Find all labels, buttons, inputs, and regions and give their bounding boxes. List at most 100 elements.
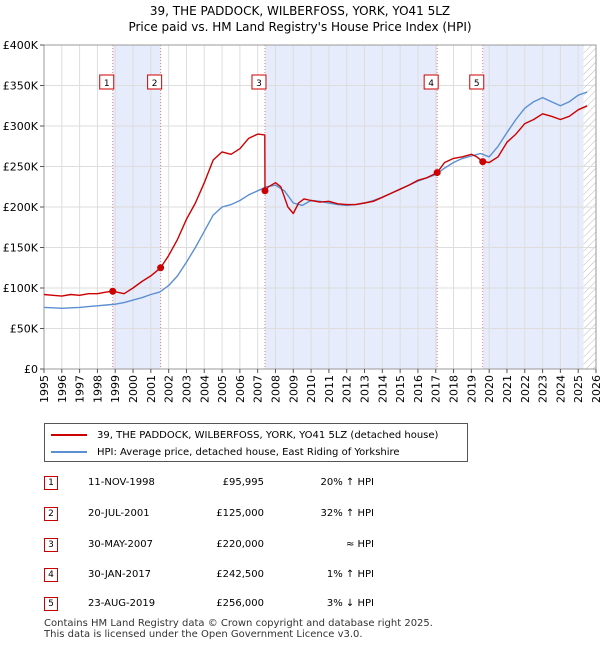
sale-price: £125,000 — [216, 508, 264, 519]
sale-number-badge: 4 — [44, 568, 58, 582]
sale-point — [261, 187, 269, 195]
x-tick-label: 2006 — [234, 375, 247, 403]
x-tick-label: 2020 — [483, 375, 496, 403]
y-axis: £0 £50K £100K £150K £200K £250K £300K £350K £400… — [3, 39, 44, 376]
x-tick-label: 2004 — [198, 375, 211, 403]
sale-price: £242,500 — [216, 569, 264, 580]
y-tick-label: £350K — [3, 80, 39, 93]
legend: 39, THE PADDOCK, WILBERFOSS, YORK, YO41 … — [44, 423, 468, 462]
sale-date: 30-JAN-2017 — [88, 569, 152, 580]
x-tick-label: 2014 — [376, 375, 389, 403]
x-tick-label: 2010 — [305, 375, 318, 403]
sale-label-number: 2 — [152, 79, 158, 89]
y-tick-label: £300K — [3, 120, 39, 133]
sale-points — [109, 158, 487, 295]
x-tick-label: 1999 — [109, 375, 122, 403]
x-tick-label: 2013 — [359, 375, 372, 403]
legend-label-hpi: HPI: Average price, detached house, East… — [97, 446, 400, 458]
chart-subtitle: Price paid vs. HM Land Registry's House … — [128, 20, 471, 34]
x-tick-label: 2005 — [216, 375, 229, 403]
sale-point — [433, 169, 441, 177]
sale-label-number: 3 — [256, 79, 262, 89]
x-tick-label: 2018 — [448, 375, 461, 403]
property-series-line — [44, 105, 588, 297]
y-tick-label: £400K — [3, 39, 39, 52]
sale-number-badge: 1 — [44, 476, 58, 490]
sale-price: £256,000 — [216, 598, 264, 609]
sale-price: £95,995 — [222, 477, 264, 488]
x-tick-label: 2012 — [341, 375, 354, 403]
sale-date: 20-JUL-2001 — [88, 508, 150, 519]
x-tick-label: 2022 — [519, 375, 532, 403]
x-tick-label: 2026 — [590, 375, 600, 403]
x-tick-label: 1996 — [56, 375, 69, 403]
sale-label-box — [99, 74, 115, 90]
footer-attribution: Contains HM Land Registry data © Crown c… — [44, 618, 433, 640]
sale-label-number: 5 — [474, 79, 480, 89]
y-tick-label: £50K — [10, 323, 39, 336]
table-row: 1 11-NOV-1998 £95,995 20% ↑ HPI — [44, 474, 404, 494]
series-lines — [44, 91, 588, 309]
x-tick-label: 1998 — [91, 375, 104, 403]
sale-price: £220,000 — [216, 539, 264, 550]
x-tick-label: 2016 — [412, 375, 425, 403]
sale-hpi-comparison: ≈ HPI — [345, 539, 374, 550]
x-tick-label: 2001 — [145, 375, 158, 403]
sale-labels: 1 2 3 4 5 — [99, 74, 485, 90]
x-tick-label: 1995 — [38, 375, 51, 403]
x-tick-label: 2019 — [465, 375, 478, 403]
x-axis: 1995 1996 1997 1998 1999 2000 2001 2002 2003 2004… — [38, 369, 600, 403]
x-tick-label: 2009 — [287, 375, 300, 403]
sale-date: 23-AUG-2019 — [88, 598, 156, 609]
footer-line-licence: This data is licensed under the Open Gov… — [44, 629, 363, 640]
sale-label-number: 1 — [104, 79, 110, 89]
table-row: 2 20-JUL-2001 £125,000 32% ↑ HPI — [44, 505, 404, 525]
sale-number-badge: 2 — [44, 507, 58, 521]
sale-hpi-comparison: 20% ↑ HPI — [320, 477, 374, 488]
y-tick-label: £200K — [3, 201, 39, 214]
price-chart: 39, THE PADDOCK, WILBERFOSS, YORK, YO41 … — [3, 4, 600, 403]
legend-item-hpi: HPI: Average price, detached house, East… — [51, 444, 400, 460]
sale-hpi-comparison: 3% ↓ HPI — [326, 598, 374, 609]
x-tick-label: 2011 — [323, 375, 336, 403]
sale-label-box — [251, 74, 267, 90]
y-tick-label: £100K — [3, 282, 39, 295]
x-tick-label: 2025 — [572, 375, 585, 403]
x-tick-label: 2007 — [252, 375, 265, 403]
sale-point — [479, 158, 487, 166]
sale-number-badge: 5 — [44, 597, 58, 611]
legend-item-property: 39, THE PADDOCK, WILBERFOSS, YORK, YO41 … — [51, 427, 438, 443]
x-tick-label: 2024 — [554, 375, 567, 403]
y-tick-label: £250K — [3, 161, 39, 174]
sale-label-box — [469, 74, 485, 90]
legend-swatch-property — [51, 434, 87, 436]
x-tick-label: 2008 — [269, 375, 282, 403]
legend-label-property: 39, THE PADDOCK, WILBERFOSS, YORK, YO41 … — [97, 429, 439, 441]
legend-swatch-hpi — [51, 451, 87, 453]
sale-marker-lines — [112, 45, 484, 369]
sale-date: 11-NOV-1998 — [88, 477, 155, 488]
footer-line-copyright: Contains HM Land Registry data © Crown c… — [44, 618, 433, 629]
x-tick-label: 2002 — [163, 375, 176, 403]
sale-label-number: 4 — [428, 79, 434, 89]
x-tick-label: 2023 — [537, 375, 550, 403]
x-tick-label: 2017 — [430, 375, 443, 403]
x-tick-label: 2003 — [180, 375, 193, 403]
chart-title: 39, THE PADDOCK, WILBERFOSS, YORK, YO41 … — [150, 4, 450, 18]
y-tick-label: £0 — [24, 363, 38, 376]
sale-point — [157, 264, 165, 272]
sale-label-box — [147, 74, 163, 90]
x-tick-label: 2021 — [501, 375, 514, 403]
table-row: 3 30-MAY-2007 £220,000 ≈ HPI — [44, 536, 404, 556]
y-tick-label: £150K — [3, 242, 39, 255]
sale-label-box — [423, 74, 439, 90]
table-row: 4 30-JAN-2017 £242,500 1% ↑ HPI — [44, 566, 404, 586]
sale-hpi-comparison: 32% ↑ HPI — [320, 508, 374, 519]
sale-number-badge: 3 — [44, 538, 58, 552]
x-tick-label: 2015 — [394, 375, 407, 403]
sale-point — [109, 287, 117, 295]
sale-date: 30-MAY-2007 — [88, 539, 154, 550]
x-tick-label: 1997 — [74, 375, 87, 403]
sale-hpi-comparison: 1% ↑ HPI — [326, 569, 374, 580]
x-tick-label: 2000 — [127, 375, 140, 403]
